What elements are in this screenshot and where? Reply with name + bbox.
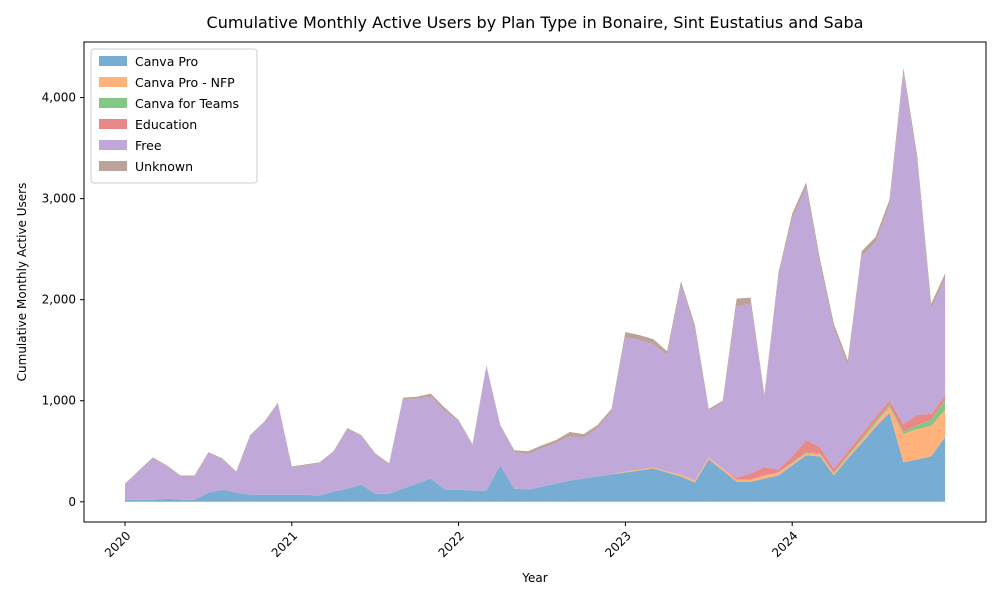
plot-frame — [83, 41, 987, 523]
chart-title: Cumulative Monthly Active Users by Plan … — [207, 13, 864, 32]
legend-swatch — [99, 119, 127, 129]
legend-label: Education — [135, 117, 197, 132]
y-tick-label: 2,000 — [42, 293, 76, 307]
legend-label: Canva Pro — [135, 54, 198, 69]
y-tick-label: 1,000 — [42, 394, 76, 408]
y-axis-label: Cumulative Monthly Active Users — [15, 183, 29, 382]
y-tick-label: 0 — [68, 495, 76, 509]
legend-label: Free — [135, 138, 162, 153]
legend-box — [90, 48, 258, 184]
legend: Canva Pro Canva Pro - NFP Canva for Teams E… — [90, 48, 258, 184]
y-axis: 0 1,000 2,000 3,000 4,000 — [42, 91, 84, 509]
x-tick-label: 2024 — [769, 529, 800, 560]
x-tick-label: 2021 — [269, 529, 300, 560]
legend-swatch — [99, 56, 127, 66]
area-canva-pro — [125, 412, 946, 502]
x-tick-label: 2022 — [436, 529, 467, 560]
y-tick-label: 4,000 — [42, 91, 76, 105]
legend-label: Canva Pro - NFP — [135, 75, 235, 90]
legend-swatch — [99, 98, 127, 108]
area-layers — [125, 68, 946, 502]
legend-swatch — [99, 140, 127, 150]
legend-label: Unknown — [135, 159, 193, 174]
legend-swatch — [99, 161, 127, 171]
area-free — [125, 73, 946, 500]
legend-label: Canva for Teams — [135, 96, 239, 111]
x-axis: 2020 2021 2022 2023 2024 — [102, 522, 801, 560]
x-tick-label: 2023 — [602, 529, 633, 560]
x-tick-label: 2020 — [102, 529, 133, 560]
x-axis-label: Year — [521, 571, 547, 585]
legend-swatch — [99, 77, 127, 87]
y-tick-label: 3,000 — [42, 192, 76, 206]
